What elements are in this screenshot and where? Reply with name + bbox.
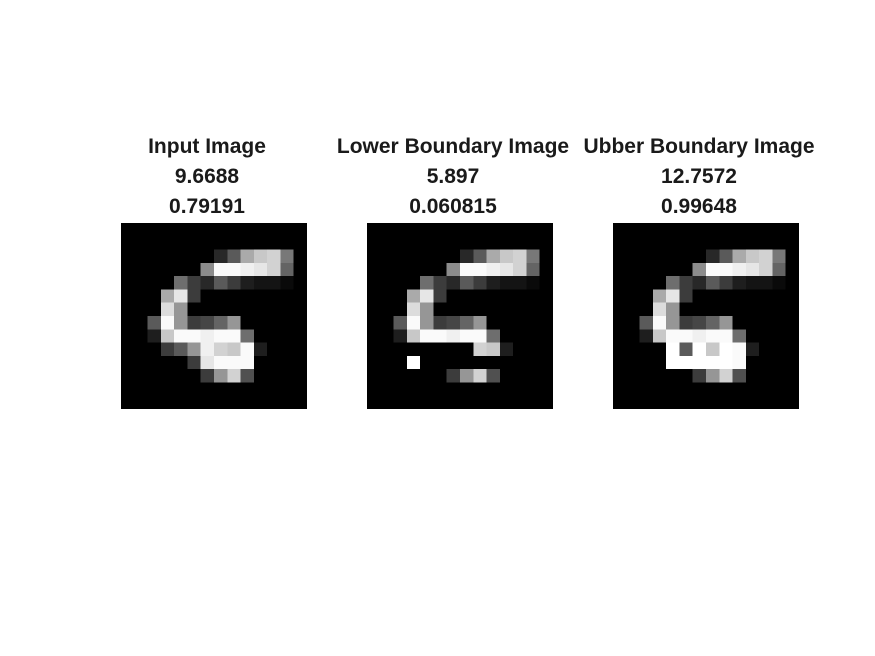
lower-boundary-panel: Lower Boundary Image 5.897 0.060815 <box>303 132 603 409</box>
input-digit-image <box>121 223 307 409</box>
upper-boundary-value-2: 0.99648 <box>661 195 737 218</box>
input-image-value-2: 0.79191 <box>169 195 245 218</box>
upper-boundary-value-1: 12.7572 <box>661 165 737 188</box>
input-image-value-1: 9.6688 <box>174 165 240 188</box>
lower-boundary-value-1: 5.897 <box>426 165 480 188</box>
lower-boundary-title: Lower Boundary Image <box>336 135 570 158</box>
input-image-title: Input Image <box>148 135 266 158</box>
lower-boundary-value-2: 0.060815 <box>409 195 497 218</box>
input-image-panel: Input Image 9.6688 0.79191 <box>57 132 357 409</box>
input-image-titles: Input Image 9.6688 0.79191 <box>57 132 357 222</box>
upper-boundary-title: Ubber Boundary Image <box>583 135 815 158</box>
upper-boundary-titles: Ubber Boundary Image 12.7572 0.99648 <box>549 132 849 222</box>
upper-boundary-panel: Ubber Boundary Image 12.7572 0.99648 <box>549 132 849 409</box>
lower-boundary-titles: Lower Boundary Image 5.897 0.060815 <box>303 132 603 222</box>
lower-boundary-digit-image <box>367 223 553 409</box>
upper-boundary-digit-image <box>613 223 799 409</box>
